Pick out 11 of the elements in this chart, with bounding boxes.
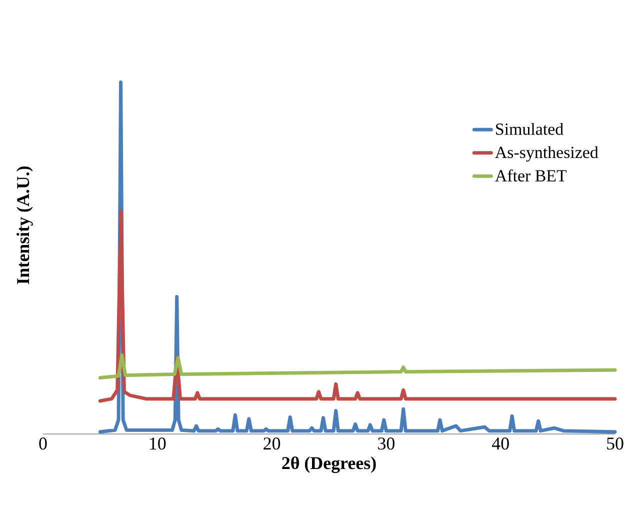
x-tick-label: 40: [492, 438, 509, 450]
legend-label: After BET: [495, 169, 567, 182]
y-axis-title: Intensity (A.U.): [16, 166, 33, 284]
legend-label: As-synthesized: [495, 146, 598, 162]
x-tick-label: 0: [39, 438, 47, 450]
x-tick-label: 20: [264, 438, 280, 450]
x-tick-label: 10: [150, 438, 166, 450]
legend-label: Simulated: [496, 122, 564, 135]
x-tick-label: 50: [607, 438, 624, 450]
x-tick-label: 30: [378, 438, 394, 450]
x-axis-title: 2θ (Degrees): [282, 456, 376, 473]
